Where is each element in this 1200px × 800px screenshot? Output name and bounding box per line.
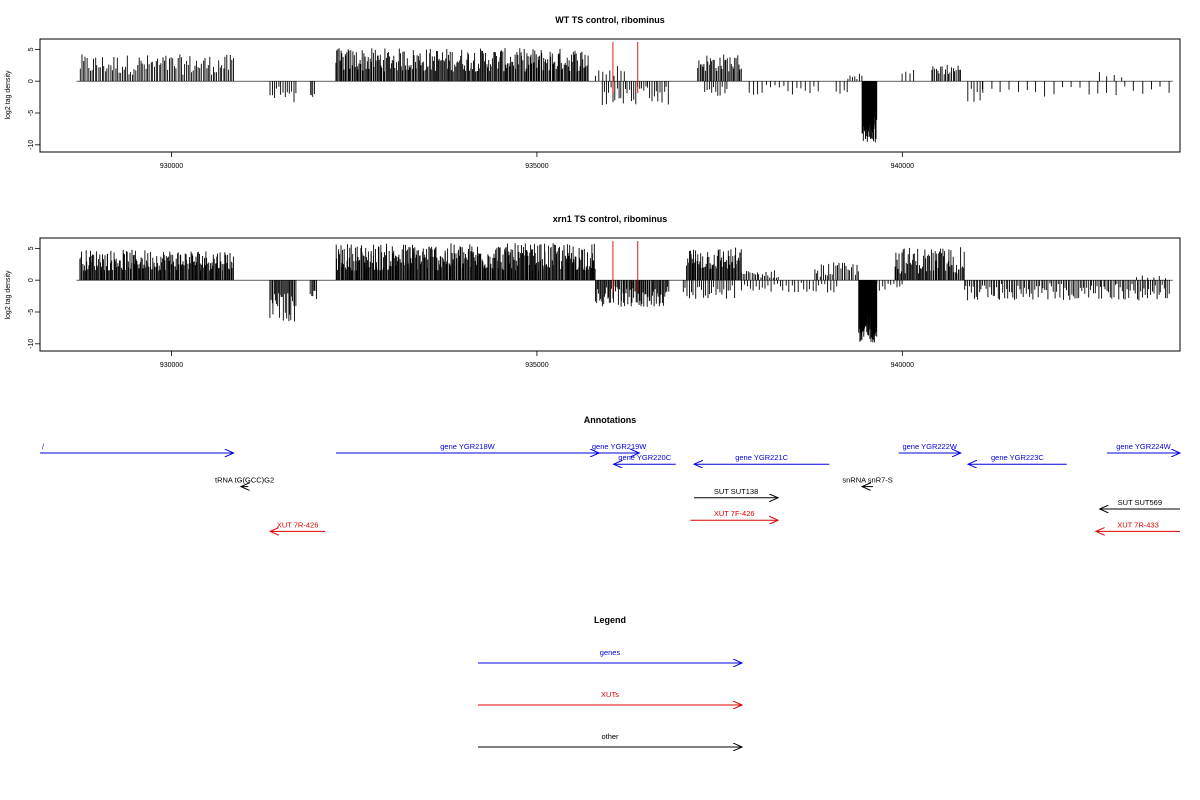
feature: gene YGR223C: [968, 453, 1067, 464]
feature: XUT 7F-426: [690, 509, 778, 520]
feature: gene YGR219W: [592, 442, 647, 453]
x-tick-label: 940000: [891, 163, 914, 170]
xrn1-density-panel: xrn1 TS control, ribominus log2 tag dens…: [5, 214, 1181, 369]
y-tick-label: 5: [28, 246, 35, 250]
legend-label: XUTs: [601, 690, 619, 699]
panel-title: WT TS control, ribominus: [555, 15, 665, 25]
feature: gene YGR224W: [1106, 442, 1180, 453]
axes: 5 0 -5 -10 930000 935000 940000: [28, 47, 914, 170]
feature-label: gene YGR221C: [735, 453, 788, 462]
y-tick-label: -5: [28, 110, 35, 116]
feature: gene YGR221C: [694, 453, 830, 464]
y-tick-label: 0: [28, 79, 35, 83]
feature: gene YGR220C: [614, 453, 676, 464]
legend-title: Legend: [594, 615, 626, 625]
panel-title: xrn1 TS control, ribominus: [553, 214, 668, 224]
feature-label: SUT SUT138: [714, 487, 758, 496]
feature-label: XUT 7R-426: [277, 520, 319, 529]
feature: tRNA tG(GCC)G2: [215, 476, 274, 487]
annotations-track: Annotations / gene YGR218W gene YGR219W gen…: [40, 415, 1180, 531]
plot-frame: [39, 38, 1181, 153]
feature-label: XUT 7F-426: [714, 509, 755, 518]
feature: snRNA snR7-S: [842, 476, 893, 487]
y-tick-label: 0: [28, 278, 35, 282]
feature: /: [40, 442, 234, 453]
feature-label: gene YGR223C: [991, 453, 1044, 462]
feature-label: XUT 7R-433: [1117, 520, 1159, 529]
feature-label: /: [42, 442, 45, 451]
legend-label: genes: [600, 648, 621, 657]
y-tick-label: -5: [28, 309, 35, 315]
feature-arrows: / gene YGR218W gene YGR219W gene YGR220C gen…: [40, 442, 1180, 531]
y-tick-label: 5: [28, 47, 35, 51]
plot-frame: [39, 237, 1181, 352]
legend-label: other: [601, 732, 619, 741]
density-bars: [76, 42, 1173, 143]
x-tick-label: 935000: [525, 362, 548, 369]
feature-label: tRNA tG(GCC)G2: [215, 476, 274, 485]
legend-item: XUTs: [478, 690, 742, 705]
feature-label: snRNA snR7-S: [842, 476, 892, 485]
feature: XUT 7R-433: [1096, 520, 1180, 531]
feature-label: gene YGR224W: [1116, 442, 1171, 451]
y-axis-label: log2 tag density: [5, 70, 12, 120]
x-tick-label: 935000: [525, 163, 548, 170]
x-tick-label: 940000: [891, 362, 914, 369]
axes: 5 0 -5 -10 930000 935000 940000: [28, 246, 914, 369]
feature: XUT 7R-426: [270, 520, 325, 531]
legend: Legend genes XUTs other: [478, 615, 742, 747]
y-axis-label: log2 tag density: [5, 270, 12, 320]
legend-item: genes: [478, 648, 742, 663]
feature: gene YGR222W: [898, 442, 961, 453]
feature-label: SUT SUT569: [1118, 498, 1162, 507]
feature: gene YGR218W: [335, 442, 599, 453]
feature-label: gene YGR222W: [902, 442, 957, 451]
annotations-title: Annotations: [584, 415, 637, 425]
feature: SUT SUT569: [1100, 498, 1180, 509]
legend-item: other: [478, 732, 742, 747]
x-tick-label: 930000: [160, 362, 183, 369]
legend-items: genes XUTs other: [478, 648, 742, 747]
density-bars: [76, 241, 1173, 343]
y-tick-label: -10: [28, 140, 35, 150]
x-tick-label: 930000: [160, 163, 183, 170]
feature-label: gene YGR220C: [618, 453, 671, 462]
feature: SUT SUT138: [694, 487, 778, 498]
wt-density-panel: WT TS control, ribominus log2 tag densit…: [5, 15, 1181, 170]
feature-label: gene YGR219W: [592, 442, 647, 451]
y-tick-label: -10: [28, 339, 35, 349]
feature-label: gene YGR218W: [440, 442, 495, 451]
